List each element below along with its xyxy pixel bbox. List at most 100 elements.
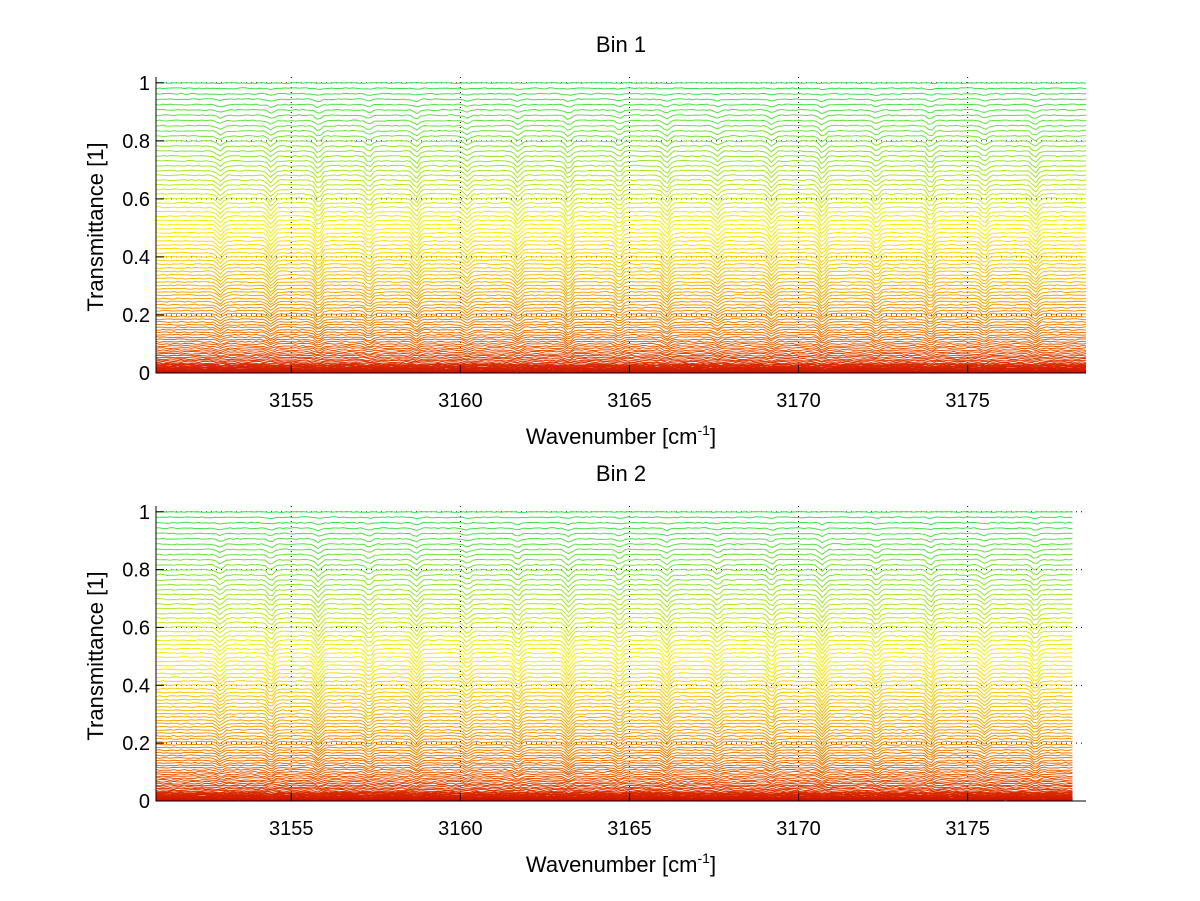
series-line [155, 82, 1087, 85]
series-line [155, 568, 1073, 578]
series-line [155, 743, 1073, 752]
series-line [155, 340, 1087, 347]
series-line [155, 621, 1073, 634]
series-line [155, 108, 1087, 115]
series-line [155, 791, 1073, 796]
x-tick-label: 3160 [438, 818, 483, 840]
series-line [155, 784, 1073, 789]
series-line [155, 294, 1086, 304]
series-line [155, 315, 1087, 323]
series-line [155, 303, 1087, 313]
series-line [155, 563, 1073, 572]
y-tick-label: 0 [139, 791, 150, 813]
series-line [155, 731, 1073, 741]
y-tick-label: 1 [139, 73, 150, 95]
series-line [155, 129, 1086, 138]
series-line [155, 782, 1073, 788]
series-line [156, 676, 1073, 688]
series-line [155, 159, 1087, 170]
series-line [155, 150, 1087, 159]
series-line [155, 761, 1073, 769]
y-axis-label: Transmittance [1] [83, 571, 108, 740]
series-line [155, 553, 1073, 561]
series-line [155, 320, 1087, 329]
series-line [155, 235, 1087, 247]
y-tick-label: 0.2 [122, 733, 150, 755]
series-line [155, 145, 1087, 154]
series-line [156, 787, 1073, 791]
series-line [155, 764, 1073, 771]
x-axis-label: Wavenumber [cm-1] [526, 850, 716, 877]
series-line [155, 164, 1087, 175]
x-axis-label: Wavenumber [cm-1] [526, 422, 716, 449]
series-line [155, 778, 1073, 784]
x-tick-label: 3175 [945, 390, 990, 412]
series-line [155, 532, 1073, 538]
series-line [155, 134, 1087, 143]
series-line [155, 359, 1087, 364]
series-line [155, 725, 1073, 735]
series-line [155, 749, 1073, 758]
series-line [155, 768, 1073, 775]
series-line [156, 154, 1087, 165]
series-line [156, 214, 1087, 227]
series-line [156, 352, 1087, 358]
series-line [155, 616, 1073, 628]
series-line [155, 87, 1087, 91]
series-line [155, 354, 1087, 359]
x-tick-label: 3170 [776, 390, 821, 412]
series-line [155, 548, 1073, 555]
y-tick-label: 0.8 [122, 131, 150, 153]
series-line [155, 178, 1087, 189]
series-line [155, 754, 1073, 762]
series-line [155, 578, 1073, 589]
series-line [155, 680, 1073, 692]
series-line [155, 728, 1073, 739]
series-line [155, 318, 1087, 326]
series-line [155, 350, 1087, 356]
series-line [155, 266, 1087, 277]
series-line [155, 634, 1073, 647]
series-line [155, 247, 1087, 259]
series-line [156, 543, 1073, 550]
series-line [155, 698, 1073, 710]
series-line [155, 759, 1073, 767]
chart-title: Bin 2 [596, 461, 646, 486]
series-line [155, 598, 1073, 609]
series-line [155, 790, 1073, 794]
x-tick-label: 3175 [945, 818, 990, 840]
series-line [155, 231, 1087, 243]
series-line [156, 273, 1087, 285]
series-line [156, 672, 1073, 685]
series-line [155, 309, 1087, 318]
series-line [155, 243, 1087, 255]
series-line [155, 702, 1073, 714]
series-line [155, 630, 1073, 643]
series-line [155, 537, 1073, 544]
series-line [155, 306, 1087, 316]
series-line [155, 312, 1087, 321]
series-line [155, 227, 1087, 239]
series-line [155, 338, 1086, 344]
series-line [155, 92, 1087, 97]
series-line [155, 691, 1073, 703]
series-line [155, 239, 1087, 251]
series-line [155, 593, 1073, 604]
series-line [155, 687, 1073, 700]
series-line [155, 262, 1087, 274]
series-line [155, 516, 1073, 520]
series-line [156, 737, 1073, 747]
series-line [155, 114, 1087, 120]
series-line [155, 588, 1073, 599]
series-line [155, 326, 1087, 334]
y-axis-label: Transmittance [1] [83, 142, 108, 311]
series-line [155, 656, 1073, 668]
series-line [155, 297, 1087, 307]
series-line [155, 346, 1087, 353]
series-line [155, 188, 1087, 199]
series-line [155, 362, 1087, 366]
series-line [155, 756, 1073, 765]
y-tick-label: 0 [139, 363, 150, 385]
series-line [155, 722, 1073, 733]
